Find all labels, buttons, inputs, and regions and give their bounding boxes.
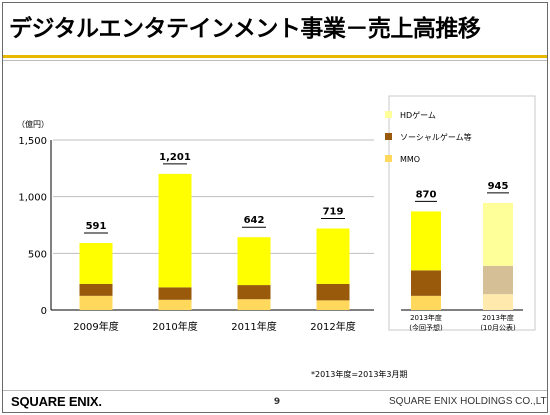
sales-chart: 0 500 1,000 1,500 （億円） 591 2009年度 1,201 2010年度 64… xyxy=(17,95,536,333)
y-tick-label: 1,000 xyxy=(18,193,47,204)
title-underline-thin xyxy=(3,60,547,61)
bar-segment xyxy=(79,243,113,284)
bar-segment xyxy=(483,202,513,266)
total-label: 642 xyxy=(244,215,265,226)
footnote: *2013年度=2013年3月期 xyxy=(311,370,408,379)
bar-segment xyxy=(237,299,271,310)
page-number: 9 xyxy=(273,397,281,407)
square-enix-logo: SQUARE ENIX. xyxy=(11,394,102,409)
total-label: 719 xyxy=(323,207,344,218)
legend-label: ソーシャルゲーム等 xyxy=(400,132,472,142)
y-tick-label: 500 xyxy=(28,249,47,260)
bar-segment xyxy=(316,300,350,310)
bar-segment xyxy=(79,295,113,310)
legend-swatch xyxy=(385,111,392,118)
unit-label: （億円） xyxy=(17,119,49,129)
bar-segment xyxy=(158,299,192,310)
bar-segment xyxy=(158,173,192,288)
x-category-sublabel: (今回予想) xyxy=(409,323,443,332)
x-category-label: 2009年度 xyxy=(73,320,118,333)
bar-segment xyxy=(158,287,192,300)
company-name: SQUARE ENIX HOLDINGS CO.,LTD. xyxy=(389,396,548,407)
bar-segment xyxy=(237,285,271,300)
forecast-panel xyxy=(388,95,536,331)
y-tick-label: 0 xyxy=(41,306,47,317)
bar-segment xyxy=(316,228,350,284)
y-tick-label: 1,500 xyxy=(18,136,47,147)
x-category-label: 2011年度 xyxy=(231,320,276,333)
legend-label: HDゲーム xyxy=(400,110,436,120)
x-category-sublabel: (10月公表) xyxy=(480,323,516,332)
bar-segment xyxy=(79,283,113,296)
footer-divider xyxy=(3,390,547,391)
total-label: 870 xyxy=(416,189,437,200)
x-category-label: 2013年度 xyxy=(410,313,442,322)
x-category-label: 2012年度 xyxy=(310,320,355,333)
title-underline xyxy=(3,55,547,58)
bar-segment xyxy=(411,270,441,296)
legend-label: MMO xyxy=(400,155,420,164)
bar-segment xyxy=(237,237,271,286)
bar-segment xyxy=(411,295,441,310)
x-category-label: 2013年度 xyxy=(482,313,514,322)
bar-segment xyxy=(483,294,513,310)
total-label: 945 xyxy=(488,181,509,192)
bar-segment xyxy=(316,283,350,301)
legend-swatch xyxy=(385,133,392,140)
page-title: デジタルエンタテインメント事業－売上高推移 xyxy=(9,16,481,42)
x-category-label: 2010年度 xyxy=(152,320,197,333)
total-label: 591 xyxy=(86,221,107,232)
legend-swatch xyxy=(385,155,392,162)
bar-segment xyxy=(411,211,441,271)
total-label: 1,201 xyxy=(159,152,191,163)
bar-segment xyxy=(483,265,513,295)
